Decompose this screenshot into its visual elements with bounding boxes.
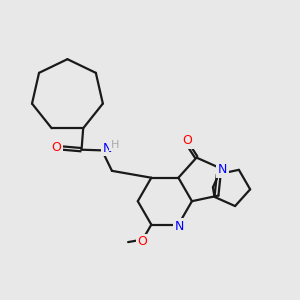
Text: N: N <box>103 142 112 154</box>
Text: O: O <box>52 141 61 154</box>
Text: O: O <box>183 134 193 147</box>
Text: N: N <box>218 163 227 176</box>
Text: H: H <box>111 140 119 150</box>
Text: N: N <box>174 220 184 233</box>
Text: O: O <box>137 235 147 248</box>
